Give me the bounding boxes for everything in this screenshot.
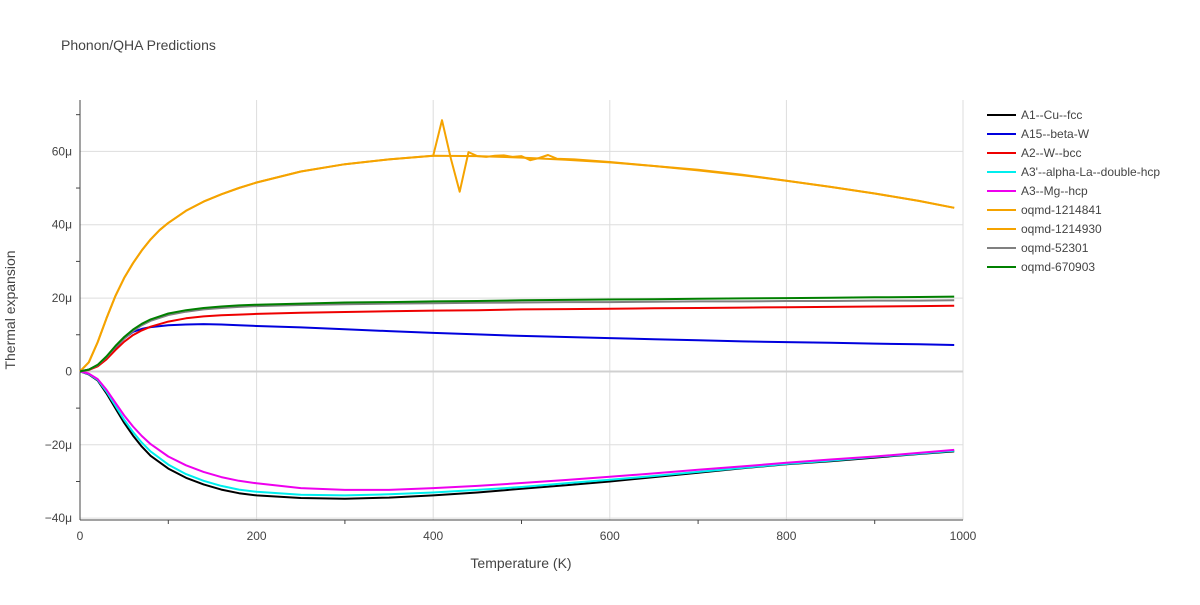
legend-label: oqmd-670903 xyxy=(1021,260,1095,274)
legend-label: A15--beta-W xyxy=(1021,127,1090,141)
legend-label: A3--Mg--hcp xyxy=(1021,184,1088,198)
series-line-2 xyxy=(79,304,955,373)
series-line-8 xyxy=(79,295,955,373)
legend-item[interactable]: oqmd-52301 xyxy=(987,241,1089,255)
legend-item[interactable]: oqmd-670903 xyxy=(987,260,1095,274)
legend-label: oqmd-1214930 xyxy=(1021,222,1102,236)
legend-label: A2--W--bcc xyxy=(1021,146,1081,160)
legend-item[interactable]: A3'--alpha-La--double-hcp xyxy=(987,165,1160,179)
series-line-6 xyxy=(79,119,955,373)
axis-layer: 0 200 400 600 800 1000 −40μ −20μ 0 20μ 40μ 60μ xyxy=(45,100,977,543)
x-tick-label: 800 xyxy=(776,529,796,543)
chart-title: Phonon/QHA Predictions xyxy=(61,37,216,53)
legend-item[interactable]: A1--Cu--fcc xyxy=(987,108,1082,122)
legend-item[interactable]: oqmd-1214930 xyxy=(987,222,1102,236)
series-layer xyxy=(79,119,955,500)
legend-label: oqmd-52301 xyxy=(1021,241,1089,255)
x-axis-label: Temperature (K) xyxy=(470,555,571,571)
legend-label: A1--Cu--fcc xyxy=(1021,108,1082,122)
legend-item[interactable]: oqmd-1214841 xyxy=(987,203,1102,217)
grid-layer xyxy=(80,100,964,520)
y-tick-label: 60μ xyxy=(52,144,72,158)
x-tick-label: 0 xyxy=(77,529,84,543)
y-tick-label: 20μ xyxy=(52,291,72,305)
y-tick-label: −40μ xyxy=(45,511,72,525)
y-tick-label: 40μ xyxy=(52,218,72,232)
legend[interactable]: A1--Cu--fcc A15--beta-W A2--W--bcc A3'--alp… xyxy=(987,108,1160,274)
legend-item[interactable]: A3--Mg--hcp xyxy=(987,184,1088,198)
y-tick-label: 0 xyxy=(65,364,72,378)
legend-item[interactable]: A2--W--bcc xyxy=(987,146,1081,160)
legend-label: oqmd-1214841 xyxy=(1021,203,1102,217)
legend-label: A3'--alpha-La--double-hcp xyxy=(1021,165,1160,179)
y-tick-label: −20μ xyxy=(45,438,72,452)
x-tick-label: 600 xyxy=(600,529,620,543)
series-line-3 xyxy=(79,370,955,497)
x-tick-label: 1000 xyxy=(950,529,977,543)
x-tick-label: 400 xyxy=(423,529,443,543)
y-axis-label: Thermal expansion xyxy=(2,250,18,369)
series-line-4 xyxy=(79,370,955,491)
legend-item[interactable]: A15--beta-W xyxy=(987,127,1090,141)
x-tick-label: 200 xyxy=(247,529,267,543)
